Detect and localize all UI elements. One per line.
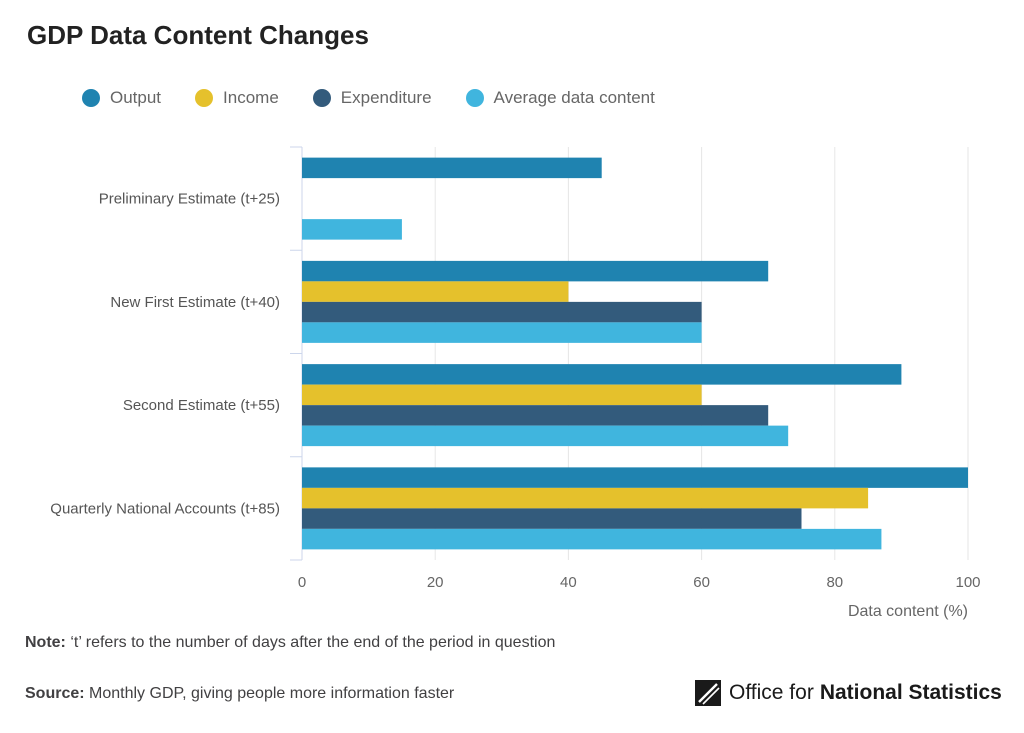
ons-logo-icon <box>695 680 721 706</box>
bar-income <box>302 281 569 302</box>
x-tick-label: 100 <box>955 574 980 591</box>
legend-label: Output <box>110 88 162 107</box>
bar-output <box>302 157 602 179</box>
ons-logo: Office for National Statistics <box>695 680 1002 706</box>
bar-expenditure <box>302 405 769 426</box>
bar-output <box>302 364 902 385</box>
legend: Output Income Expenditure Average data cont… <box>82 88 689 108</box>
bar-average-data-content <box>302 425 789 447</box>
legend-item-average-data-content[interactable]: Average data content <box>465 88 655 108</box>
source-text: Monthly GDP, giving people more informat… <box>84 685 455 702</box>
legend-label: Expenditure <box>340 88 432 107</box>
bar-income <box>302 384 702 406</box>
x-axis-title: Data content (%) <box>848 603 968 620</box>
category-label: Quarterly National Accounts (t+85) <box>50 500 280 517</box>
x-tick-label: 80 <box>826 574 843 591</box>
note: Note: ‘t’ refers to the number of days a… <box>25 634 555 652</box>
bar-output <box>302 260 769 282</box>
bar-expenditure <box>302 508 802 529</box>
source-label: Source: <box>25 685 85 702</box>
logo-text-ons: National Statistics <box>819 681 1002 704</box>
bar-average-data-content <box>302 528 882 550</box>
legend-label: Average data content <box>493 88 655 107</box>
bar-expenditure <box>302 301 702 323</box>
bar-average-data-content <box>302 322 702 343</box>
source: Source: Monthly GDP, giving people more … <box>25 685 454 703</box>
bar-average-data-content <box>302 219 402 240</box>
logo-text-office: Office for <box>729 681 814 704</box>
x-tick-label: 40 <box>560 574 577 591</box>
legend-marker <box>82 89 100 107</box>
x-tick-label: 20 <box>427 574 444 591</box>
legend-marker <box>195 89 214 107</box>
category-label: Second Estimate (t+55) <box>123 397 280 414</box>
category-label: Preliminary Estimate (t+25) <box>99 191 280 208</box>
legend-label: Income <box>223 88 279 107</box>
chart-title: GDP Data Content Changes <box>27 20 369 50</box>
legend-item-output[interactable]: Output <box>82 88 161 108</box>
x-tick-label: 60 <box>693 574 710 591</box>
legend-item-income[interactable]: Income <box>195 88 279 108</box>
note-text: ‘t’ refers to the number of days after t… <box>65 634 556 651</box>
category-label: New First Estimate (t+40) <box>110 294 280 311</box>
bar-output <box>302 467 968 488</box>
note-label: Note: <box>25 634 66 651</box>
x-tick-label: 0 <box>298 574 306 591</box>
bar-income <box>302 487 869 509</box>
legend-item-expenditure[interactable]: Expenditure <box>312 88 432 108</box>
legend-marker <box>312 89 331 107</box>
legend-marker <box>465 89 484 107</box>
